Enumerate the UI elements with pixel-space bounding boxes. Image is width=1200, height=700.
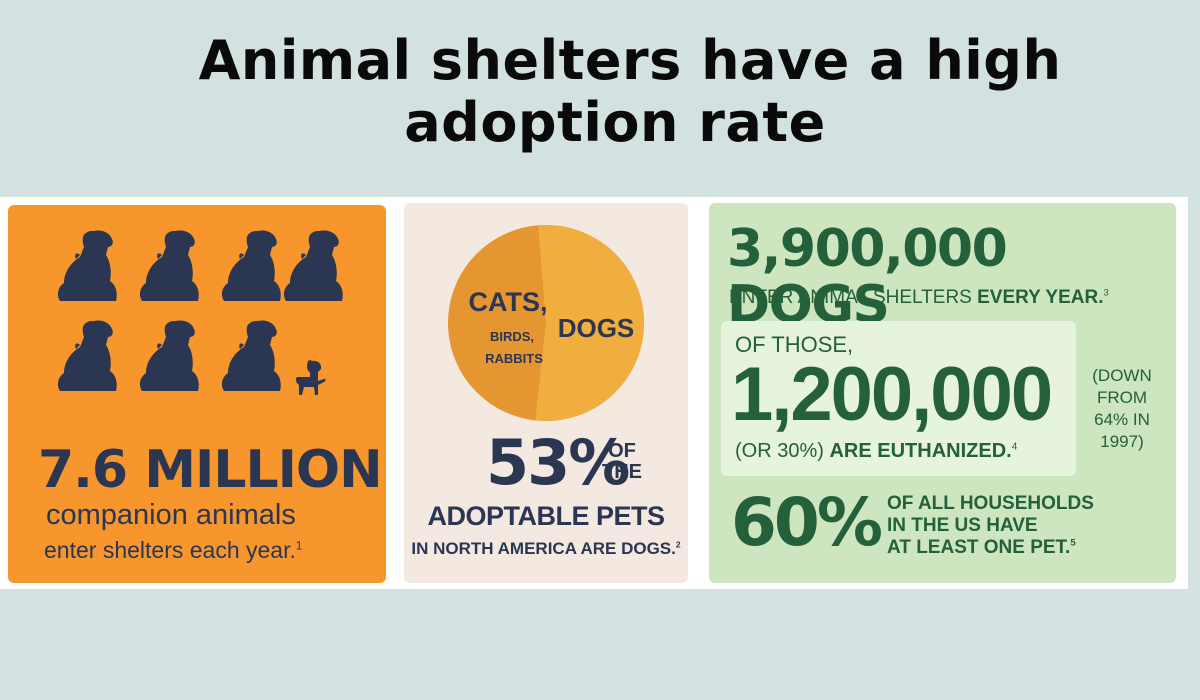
- pie-slice-dogs: [535, 225, 644, 421]
- pets-pie-chart: CATS, BIRDS, RABBITS DOGS: [448, 225, 644, 421]
- shelter-intake-panel: 7.6 MILLION companion animals enter shel…: [8, 205, 386, 583]
- dogs-intake-label: ENTER ANIMAL SHELTERS EVERY YEAR.3: [729, 287, 1109, 308]
- dog-icon: [276, 225, 346, 305]
- households-percent-stat: 60%: [731, 484, 883, 561]
- pie-label-cats: CATS,: [469, 287, 548, 317]
- footnote-3: 3: [1103, 287, 1109, 299]
- dog-icon: [132, 315, 202, 395]
- dogs-intake-stat: 3,900,000 DOGS: [727, 219, 1008, 335]
- down-from-note: (DOWN FROM 64% IN 1997): [1092, 366, 1152, 451]
- footnote-1: 1: [295, 540, 303, 553]
- dog-icon: [50, 225, 120, 305]
- title-line-1: Animal shelters have a high: [198, 29, 1062, 92]
- pie-label-rabbits: RABBITS: [485, 351, 543, 366]
- euthanized-stat: 1,200,000: [731, 352, 1053, 437]
- footnote-2: 2: [675, 539, 681, 550]
- adoptable-pets-label: ADOPTABLE PETS: [427, 501, 665, 531]
- north-america-label: IN NORTH AMERICA ARE DOGS.2: [411, 539, 681, 558]
- euthanized-label: (OR 30%) ARE EUTHANIZED.4: [735, 440, 1018, 462]
- footnote-4: 4: [1011, 441, 1018, 453]
- dog-icon: [214, 225, 284, 305]
- page-title: Animal shelters have a high adoption rat…: [0, 30, 1200, 154]
- dog-icon: [50, 315, 120, 395]
- puppy-icon: [288, 357, 328, 397]
- of-those-label: OF THOSE,: [735, 332, 854, 357]
- intake-sublabel: enter shelters each year.1: [44, 537, 303, 563]
- dogs-percent-stat: 53%: [486, 426, 630, 499]
- pie-label-birds: BIRDS,: [490, 329, 534, 344]
- households-label: OF ALL HOUSEHOLDS IN THE US HAVE AT LEAS…: [887, 493, 1094, 558]
- intake-label: companion animals: [46, 499, 296, 531]
- title-line-2: adoption rate: [404, 91, 826, 154]
- of-the-label: OF THE: [602, 440, 642, 483]
- adoptable-pets-panel: CATS, BIRDS, RABBITS DOGS 53% OF THE ADOP…: [404, 203, 688, 583]
- pie-label-dogs: DOGS: [558, 313, 635, 343]
- dog-icon: [132, 225, 202, 305]
- euthanized-box: OF THOSE, 1,200,000 (OR 30%) ARE EUTHANI…: [721, 321, 1076, 476]
- footnote-5: 5: [1070, 537, 1076, 549]
- intake-stat: 7.6 MILLION: [38, 440, 383, 500]
- dog-icon: [214, 315, 284, 395]
- dog-statistics-panel: 3,900,000 DOGS ENTER ANIMAL SHELTERS EVE…: [709, 203, 1176, 583]
